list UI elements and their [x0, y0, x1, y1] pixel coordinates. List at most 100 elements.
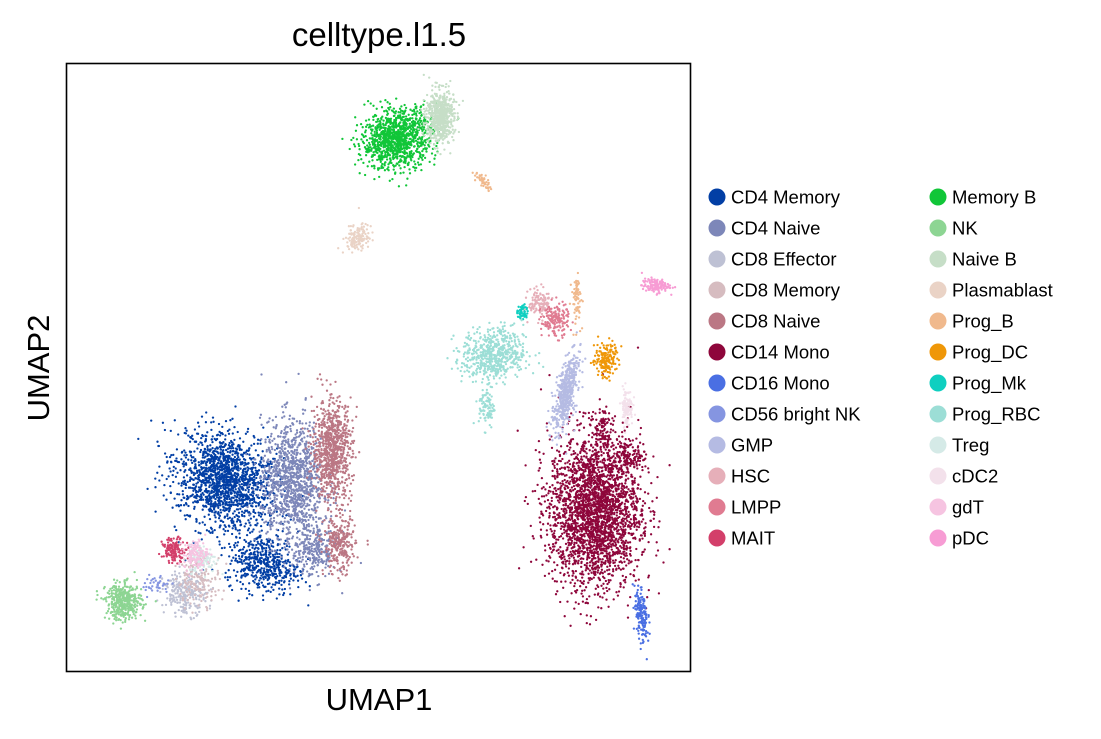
- data-point: [290, 513, 293, 516]
- data-point: [279, 549, 282, 552]
- data-point: [227, 569, 230, 572]
- data-point: [299, 468, 302, 471]
- data-point: [309, 462, 312, 465]
- data-point: [224, 486, 227, 489]
- data-point: [343, 443, 346, 446]
- data-point: [228, 457, 231, 460]
- data-point: [347, 447, 351, 450]
- data-point: [286, 441, 289, 444]
- data-point: [304, 546, 307, 549]
- data-point: [334, 453, 337, 456]
- data-point: [323, 495, 327, 498]
- data-point: [286, 431, 289, 434]
- data-point: [282, 432, 286, 435]
- data-point: [188, 479, 192, 483]
- data-point: [191, 434, 194, 437]
- data-point: [171, 573, 174, 577]
- data-point: [264, 563, 267, 566]
- data-point: [278, 485, 281, 488]
- data-point: [257, 582, 260, 585]
- data-point: [346, 525, 349, 528]
- data-point: [280, 430, 283, 433]
- data-point: [183, 514, 186, 517]
- data-point: [179, 469, 182, 472]
- data-point: [237, 599, 240, 602]
- data-point: [243, 558, 246, 562]
- data-point: [245, 470, 249, 474]
- data-point: [266, 556, 270, 560]
- data-point: [332, 497, 335, 500]
- data-point: [271, 521, 274, 524]
- data-point: [323, 435, 326, 438]
- data-point: [195, 517, 198, 521]
- data-point: [286, 425, 289, 429]
- data-point: [267, 537, 270, 540]
- data-point: [237, 491, 240, 494]
- data-point: [336, 396, 339, 399]
- data-point: [320, 473, 323, 476]
- data-point: [216, 450, 219, 454]
- data-point: [298, 461, 302, 464]
- data-point: [308, 498, 311, 502]
- data-point: [337, 536, 340, 539]
- data-point: [297, 496, 301, 500]
- data-point: [308, 454, 311, 458]
- data-point: [256, 470, 259, 473]
- data-point: [244, 458, 247, 462]
- data-point: [283, 453, 286, 457]
- data-point: [278, 570, 281, 573]
- data-point: [274, 572, 278, 576]
- data-point: [256, 551, 260, 554]
- data-point: [290, 475, 293, 478]
- data-point: [318, 535, 321, 538]
- data-point: [315, 542, 318, 545]
- data-point: [175, 575, 179, 578]
- data-point: [250, 444, 253, 447]
- data-point: [200, 415, 204, 418]
- data-point: [180, 609, 183, 613]
- data-point: [318, 373, 322, 376]
- data-point: [252, 508, 255, 512]
- data-point: [341, 476, 344, 479]
- data-point: [198, 469, 201, 472]
- data-point: [220, 546, 224, 550]
- data-point: [315, 545, 318, 548]
- data-point: [316, 468, 319, 471]
- data-point: [212, 478, 215, 481]
- data-point: [206, 490, 209, 493]
- data-point: [227, 444, 231, 447]
- data-point: [275, 521, 278, 524]
- data-point: [338, 553, 341, 557]
- data-point: [245, 509, 249, 512]
- data-point: [234, 526, 237, 529]
- data-point: [283, 447, 287, 450]
- data-point: [244, 587, 247, 591]
- data-point: [320, 452, 323, 455]
- data-point: [278, 513, 282, 516]
- data-point: [346, 445, 349, 448]
- data-point: [240, 558, 243, 562]
- data-point: [301, 567, 304, 570]
- data-point: [222, 589, 225, 592]
- data-point: [218, 499, 221, 503]
- data-point: [192, 478, 195, 482]
- data-point: [183, 591, 186, 594]
- data-point: [341, 446, 345, 449]
- data-point: [304, 422, 308, 425]
- data-point: [280, 504, 283, 508]
- data-point: [348, 489, 352, 493]
- data-point: [347, 564, 350, 567]
- data-point: [329, 539, 332, 543]
- data-point: [289, 492, 293, 496]
- data-point: [205, 579, 208, 582]
- data-point: [228, 507, 232, 510]
- data-point: [190, 459, 193, 462]
- data-point: [314, 557, 317, 560]
- data-point: [259, 562, 263, 565]
- data-point: [328, 443, 331, 447]
- data-point: [308, 559, 312, 562]
- data-point: [191, 486, 194, 490]
- data-point: [216, 569, 219, 573]
- data-point: [338, 442, 342, 445]
- data-point: [283, 587, 287, 591]
